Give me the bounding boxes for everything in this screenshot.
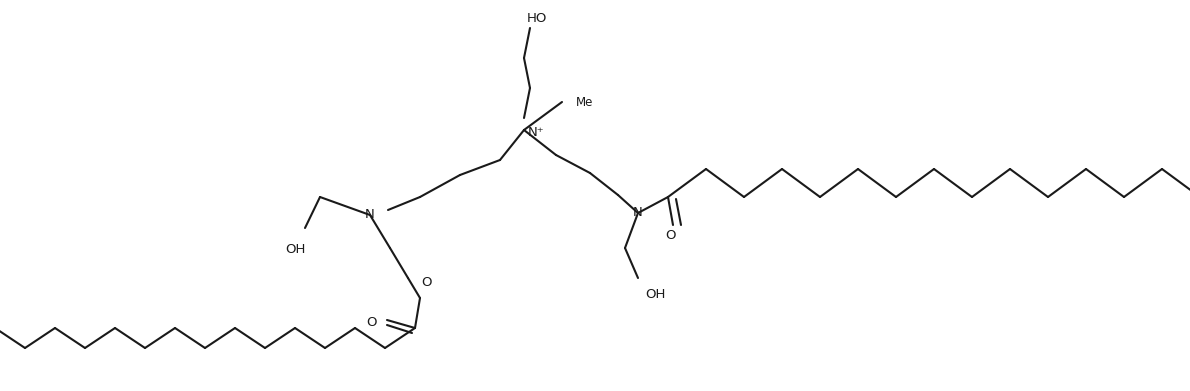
Text: N⁺: N⁺ <box>528 126 545 138</box>
Text: O: O <box>665 229 675 242</box>
Text: OH: OH <box>284 243 305 256</box>
Text: N: N <box>365 208 375 221</box>
Text: O: O <box>421 276 432 289</box>
Text: OH: OH <box>645 288 665 301</box>
Text: Me: Me <box>576 95 594 108</box>
Text: HO: HO <box>527 12 547 25</box>
Text: O: O <box>367 316 377 330</box>
Text: N: N <box>633 206 643 219</box>
